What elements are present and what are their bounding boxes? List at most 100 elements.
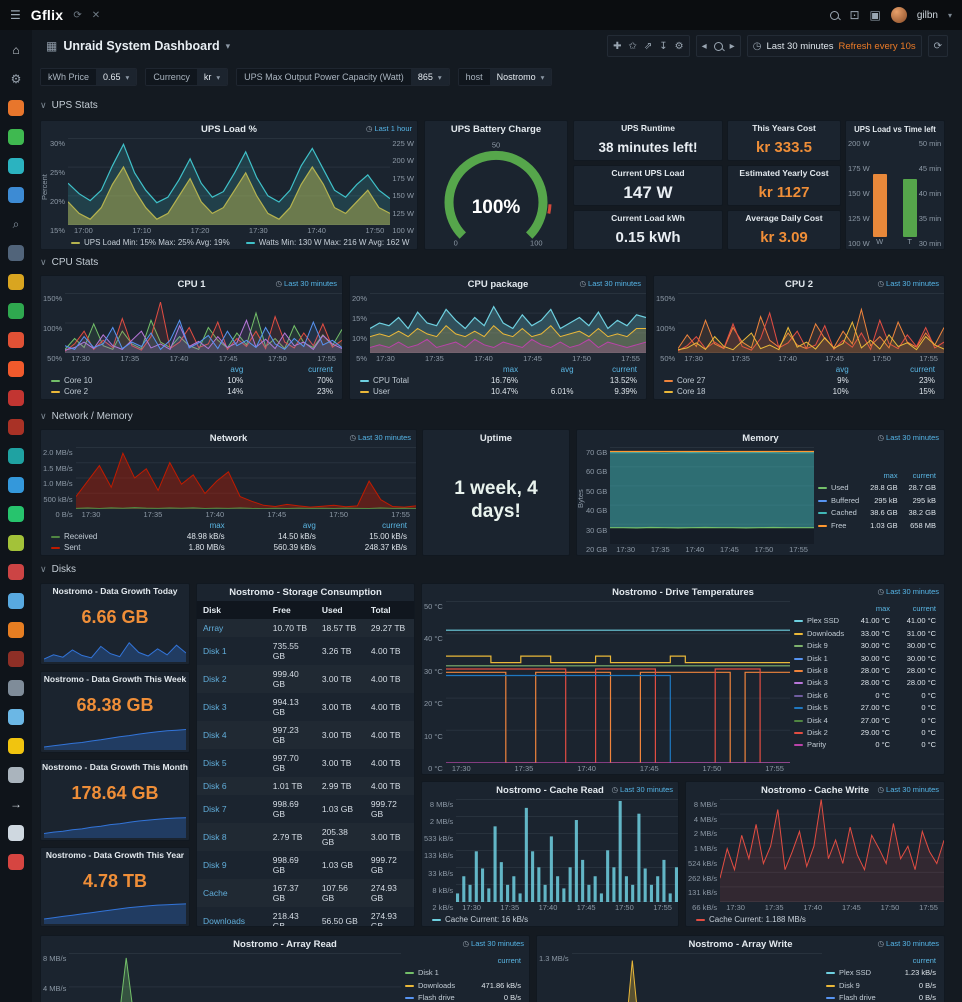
legend-row[interactable]: Core 2 14% 23% (47, 386, 337, 397)
home-icon[interactable]: ⌂ (12, 43, 20, 57)
panel-title[interactable]: UPS Load vs Time left (854, 125, 936, 134)
legend-column-header[interactable]: current (497, 956, 521, 965)
legend-row[interactable]: Disk 2 29.00 °C 0 °C (790, 727, 940, 739)
star-icon[interactable]: ✩ (628, 40, 637, 52)
legend-column-header[interactable]: current (612, 365, 637, 374)
cache-read-chart[interactable] (456, 799, 678, 902)
panel-title[interactable]: Nostromo - Array Write (688, 939, 793, 950)
app-teal-icon[interactable] (8, 158, 24, 174)
table-column-header[interactable]: Total (364, 601, 414, 619)
refresh-icon[interactable]: ⟳ (73, 9, 82, 21)
app-grey-icon[interactable] (8, 680, 24, 696)
app-yellow-icon[interactable] (8, 738, 24, 754)
caret-down-icon[interactable]: ▾ (225, 40, 231, 51)
search-icon[interactable]: ⌕ (12, 216, 20, 231)
legend-row[interactable]: Parity 0 °C 0 °C (790, 739, 940, 751)
refresh-dashboard-icon[interactable]: ⟳ (933, 40, 942, 52)
legend-column-header[interactable] (356, 364, 459, 375)
panel-time-link[interactable]: ◷ Last 30 minutes (877, 433, 940, 442)
cpu2-chart[interactable] (678, 293, 944, 353)
app-github-icon[interactable] (8, 825, 24, 841)
legend-row[interactable]: User 10.47% 6.01% 9.39% (356, 386, 641, 397)
legend-column-header[interactable] (822, 955, 888, 967)
legend-row[interactable]: CPU Total 16.76% 13.52% (356, 375, 641, 386)
legend-row[interactable]: Downloads 471.86 kB/s (401, 980, 525, 992)
legend-row[interactable]: Disk 1 30.00 °C 30.00 °C (790, 653, 940, 665)
app-blue-drop-icon[interactable] (8, 477, 24, 493)
refresh-interval[interactable]: Refresh every 10s (838, 40, 916, 52)
dashboard-title[interactable]: Unraid System Dashboard (63, 39, 220, 53)
array-write-chart[interactable] (571, 953, 822, 1002)
app-orange-diamond-icon[interactable] (8, 622, 24, 638)
panel-title[interactable]: UPS Battery Charge (450, 124, 542, 135)
legend-row[interactable]: Disk 5 27.00 °C 0 °C (790, 702, 940, 714)
legend-item[interactable]: Watts Min: 130 W Max: 216 W Avg: 162 W (245, 238, 409, 247)
legend-column-header[interactable] (401, 955, 473, 967)
network-chart[interactable] (75, 447, 416, 509)
share-icon[interactable]: ⇗ (643, 40, 653, 52)
app-dark-red-icon[interactable] (8, 419, 24, 435)
legend-column-header[interactable]: current (308, 365, 333, 374)
display-icon[interactable]: ▣ (869, 8, 881, 22)
app-teal-eye-icon[interactable] (8, 448, 24, 464)
panel-time-link[interactable]: ◷ Last 30 minutes (462, 939, 525, 948)
legend-column-header[interactable]: current (912, 956, 936, 965)
legend-column-header[interactable]: avg (835, 365, 849, 374)
panel-title[interactable]: Average Daily Cost (745, 213, 823, 223)
row-header-network-memory[interactable]: ∨ Network / Memory (40, 411, 133, 422)
table-column-header[interactable]: Used (315, 601, 365, 619)
time-picker[interactable]: ◷ Last 30 minutes Refresh every 10s (746, 35, 922, 57)
app-grey-2-icon[interactable] (8, 767, 24, 783)
variable-currency[interactable]: Currency kr ▾ (145, 68, 229, 86)
panel-title[interactable]: Current Load kWh (611, 213, 685, 223)
table-column-header[interactable]: Free (266, 601, 316, 619)
panel-title[interactable]: Nostromo - Data Growth Today (52, 586, 178, 596)
legend-row[interactable]: Used 28.8 GB 28.7 GB (814, 482, 940, 494)
cache-write-chart[interactable] (720, 799, 944, 902)
app-unraid-icon[interactable] (8, 361, 24, 377)
app-red-2-icon[interactable] (8, 854, 24, 870)
legend-column-header[interactable]: max (875, 604, 891, 613)
legend-item[interactable]: UPS Load Min: 15% Max: 25% Avg: 19% (71, 238, 230, 247)
variable-host[interactable]: host Nostromo ▾ (457, 68, 553, 86)
row-header-disks[interactable]: ∨ Disks (40, 564, 76, 575)
user-name[interactable]: gilbn (916, 9, 938, 21)
app-yellow-green-icon[interactable] (8, 535, 24, 551)
add-panel-icon[interactable]: ✚ (613, 40, 622, 52)
panel-title[interactable]: This Years Cost (752, 123, 816, 133)
panel-title[interactable]: Nostromo - Data Growth This Week (43, 674, 187, 684)
app-dark-icon[interactable] (8, 245, 24, 261)
app-red-orange-icon[interactable] (8, 332, 24, 348)
table-column-header[interactable]: Disk (197, 601, 267, 619)
variable-kwh-price[interactable]: kWh Price 0.65 ▾ (40, 68, 138, 86)
panel-time-link[interactable]: ◷ Last 30 minutes (579, 279, 642, 288)
legend-column-header[interactable]: current (382, 521, 407, 530)
panel-title[interactable]: Memory (742, 433, 779, 444)
legend-row[interactable]: Disk 8 28.00 °C 28.00 °C (790, 665, 940, 677)
legend-column-header[interactable]: max (883, 470, 898, 480)
legend-item[interactable]: Cache Current: 1.188 MB/s (696, 915, 806, 924)
legend-row[interactable]: Plex SSD 1.23 kB/s (822, 967, 940, 979)
panel-time-link[interactable]: ◷ Last 30 minutes (877, 587, 940, 596)
legend-column-header[interactable]: current (912, 604, 936, 613)
cpu1-chart[interactable] (65, 293, 342, 353)
panel-title[interactable]: UPS Runtime (621, 123, 675, 133)
legend-column-header[interactable] (47, 520, 146, 531)
settings-icon[interactable]: ⚙ (10, 72, 22, 86)
legend-item[interactable]: Cache Current: 16 kB/s (432, 915, 528, 924)
legend-row[interactable]: Downloads 33.00 °C 31.00 °C (790, 628, 940, 640)
app-red-stripes-icon[interactable] (8, 564, 24, 580)
panel-title[interactable]: Nostromo - Cache Read (496, 785, 604, 796)
app-plex-icon[interactable] (8, 274, 24, 290)
legend-row[interactable]: Disk 1 (401, 967, 525, 979)
app-green-3-icon[interactable] (8, 506, 24, 522)
panel-title[interactable]: Nostromo - Data Growth This Year (45, 850, 185, 860)
legend-column-header[interactable]: avg (302, 521, 316, 530)
search-icon[interactable] (830, 10, 840, 20)
panel-title[interactable]: Nostromo - Storage Consumption (229, 587, 382, 598)
panel-title[interactable]: Nostromo - Array Read (233, 939, 337, 950)
app-green-2-icon[interactable] (8, 303, 24, 319)
legend-row[interactable]: Core 10 10% 70% (47, 375, 337, 386)
